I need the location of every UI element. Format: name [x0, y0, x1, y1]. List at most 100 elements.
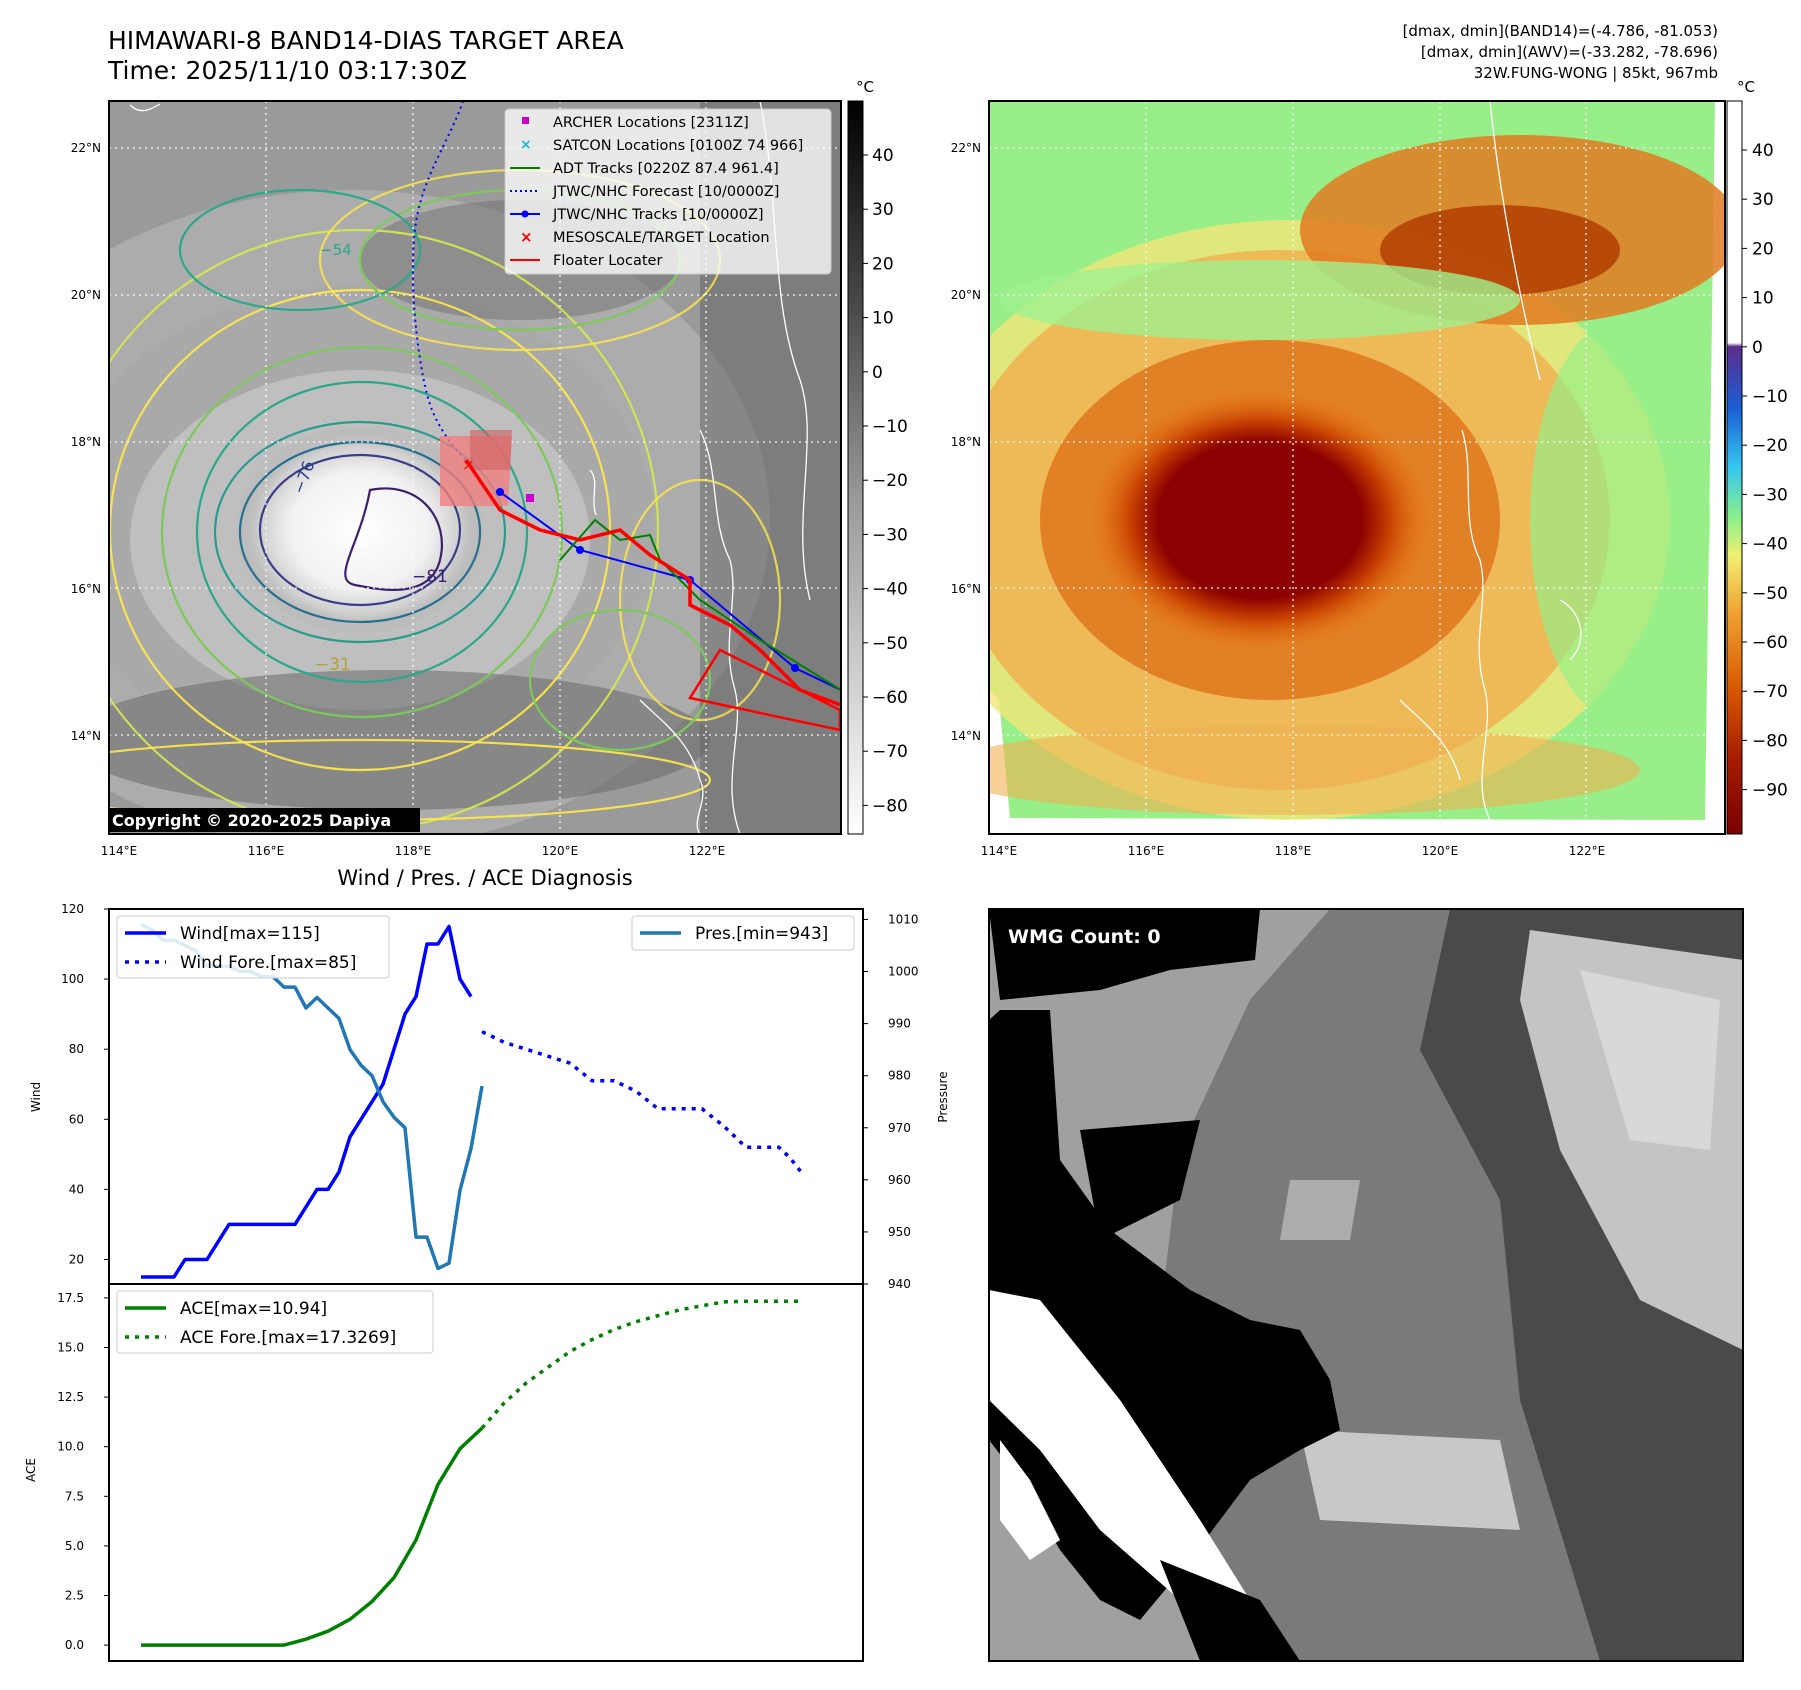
lat-tick-label: 22°N: [71, 141, 101, 155]
y-tick-label: 0.0: [65, 1638, 84, 1652]
wmg-count-badge: [1000, 920, 1180, 952]
lon-tick-label: 114°E: [981, 844, 1018, 858]
wind-y-ticks: 20 40 60 80 100 120: [61, 902, 109, 1266]
y-tick-label: 990: [888, 1017, 911, 1031]
colorbar-tick-label: −20: [872, 471, 908, 491]
y-tick-label: 20: [69, 1252, 84, 1266]
wind-axis-label: Wind: [29, 1082, 43, 1112]
band14-range-text: [dmax, dmin](BAND14)=(-4.786, -81.053): [1402, 22, 1718, 40]
y-tick-label: 60: [69, 1112, 84, 1126]
legend-floater-label: Floater Locater: [553, 253, 662, 269]
legend-mesoscale-symbol: ×: [520, 228, 533, 246]
legend-archer-label: ARCHER Locations [2311Z]: [553, 115, 749, 131]
lon-tick-label: 116°E: [1128, 844, 1165, 858]
lat-tick-label: 20°N: [951, 288, 981, 302]
lon-tick-label: 120°E: [1422, 844, 1459, 858]
colorbar-tick-label: −10: [872, 417, 908, 437]
archer-location: [526, 494, 534, 502]
jtwc-track-points: [496, 488, 799, 672]
y-tick-label: 15.0: [57, 1340, 84, 1354]
floater-track: [464, 459, 841, 707]
map-tick-labels: 114°E 116°E 118°E 120°E 122°E 22°N 20°N 18°N 16°…: [71, 141, 1606, 858]
legend-ace-fore-label: ACE Fore.[max=17.3269]: [180, 1328, 396, 1348]
y-tick-label: 1000: [888, 965, 919, 979]
legend-forecast-label: JTWC/NHC Forecast [10/0000Z]: [552, 184, 779, 200]
band14-colorbar: [847, 100, 864, 835]
wmg-count-text: WMG Count: 0: [1008, 926, 1161, 948]
band14-panel: −76 −81 −31 −54: [108, 78, 908, 835]
colorbar-tick-label: 40: [1752, 141, 1774, 161]
lat-tick-label: 14°N: [951, 729, 981, 743]
wind-pressure-chart: Wind / Pres. / ACE Diagnosis Wind Pressu…: [29, 866, 950, 1291]
awv-range-text: [dmax, dmin](AWV)=(-33.282, -78.696): [1420, 43, 1718, 61]
ace-series: [141, 1299, 801, 1647]
ace-series-line-1: [480, 1299, 801, 1430]
figure-time: Time: 2025/11/10 03:17:30Z: [108, 56, 467, 85]
storm-info-text: 32W.FUNG-WONG | 85kt, 967mb: [1473, 64, 1718, 82]
colorbar-tick-label: −80: [872, 796, 908, 816]
colorbar-tick-label: −40: [872, 580, 908, 600]
jtwc-track: [499, 491, 841, 691]
ace-y-ticks: 0.0 2.5 5.0 7.5 10.0 12.5 15.0 17.5: [57, 1291, 109, 1652]
y-tick-label: 120: [61, 902, 84, 916]
ace-legend: ACE[max=10.94] ACE Fore.[max=17.3269]: [116, 1290, 434, 1354]
y-tick-label: 100: [61, 972, 84, 986]
y-tick-label: 2.5: [65, 1589, 84, 1603]
diagnosis-title: Wind / Pres. / ACE Diagnosis: [337, 866, 632, 890]
legend-wind-label: Wind[max=115]: [180, 924, 320, 944]
lat-tick-label: 14°N: [71, 729, 101, 743]
series-line-1: [481, 1030, 803, 1173]
lat-tick-label: 18°N: [71, 435, 101, 449]
lat-tick-label: 20°N: [71, 288, 101, 302]
track-legend: ARCHER Locations [2311Z] × SATCON Locati…: [504, 108, 832, 275]
jtwc-forecast-track: [411, 101, 481, 471]
colorbar-tick-label: −40: [1752, 535, 1788, 555]
colorbar-tick-label: −60: [872, 688, 908, 708]
lat-tick-label: 18°N: [951, 435, 981, 449]
y-tick-label: 960: [888, 1173, 911, 1187]
lat-tick-label: 22°N: [951, 141, 981, 155]
lon-tick-label: 122°E: [1569, 844, 1606, 858]
y-tick-label: 980: [888, 1069, 911, 1083]
colorbar-tick-label: 30: [1752, 190, 1774, 210]
awv-colorbar-ticks: 40 30 20 10 0 −10 −20 −30 −40 −50 −60 −70 −80 −90: [1742, 141, 1788, 801]
y-tick-label: 7.5: [65, 1489, 84, 1503]
lon-tick-label: 120°E: [542, 844, 579, 858]
y-tick-label: 10.0: [57, 1440, 84, 1454]
pressure-axis-label: Pressure: [936, 1071, 950, 1122]
legend-satcon-symbol: ×: [520, 137, 532, 153]
contour-label: −54: [320, 241, 352, 259]
colorbar-tick-label: 10: [1752, 289, 1774, 309]
legend-satcon-label: SATCON Locations [0100Z 74 966]: [553, 138, 803, 154]
band14-colorbar-ticks: 40 30 20 10 0 −10 −20 −30 −40 −50 −60 −70 −80: [863, 146, 908, 816]
colorbar-tick-label: −70: [872, 742, 908, 762]
y-tick-label: 1010: [888, 912, 919, 926]
legend-pres-label: Pres.[min=943]: [695, 924, 828, 944]
colorbar-tick-label: −90: [1752, 781, 1788, 801]
colorbar-tick-label: 40: [872, 146, 894, 166]
colorbar-tick-label: −30: [1752, 485, 1788, 505]
awv-panel: °C 40 30 20 10 0 −10 −20 −30 −40 −50 −60 −70 −80 −90: [988, 78, 1788, 835]
colorbar-tick-label: −60: [1752, 633, 1788, 653]
lon-tick-label: 116°E: [248, 844, 285, 858]
ace-series-line-0: [141, 1426, 484, 1647]
adt-track: [559, 518, 841, 691]
y-tick-label: 970: [888, 1121, 911, 1135]
colorbar-tick-label: 20: [872, 254, 894, 274]
contour-label: −81: [412, 567, 448, 587]
colorbar-tick-label: −70: [1752, 682, 1788, 702]
figure-title: HIMAWARI-8 BAND14-DIAS TARGET AREA: [108, 26, 624, 55]
ace-axis-label: ACE: [24, 1458, 38, 1482]
lon-tick-label: 122°E: [689, 844, 726, 858]
legend-wind-fore-label: Wind Fore.[max=85]: [180, 953, 356, 973]
contour-label: −31: [315, 655, 351, 675]
y-tick-label: 950: [888, 1225, 911, 1239]
wind-legend: Wind[max=115] Wind Fore.[max=85]: [116, 915, 390, 979]
colorbar-tick-label: 0: [872, 363, 883, 383]
series-line-0: [141, 924, 473, 1279]
legend-ace-label: ACE[max=10.94]: [180, 1299, 327, 1319]
colorbar-tick-label: 0: [1752, 338, 1763, 358]
lon-tick-label: 118°E: [395, 844, 432, 858]
legend-archer-symbol: [522, 117, 529, 124]
